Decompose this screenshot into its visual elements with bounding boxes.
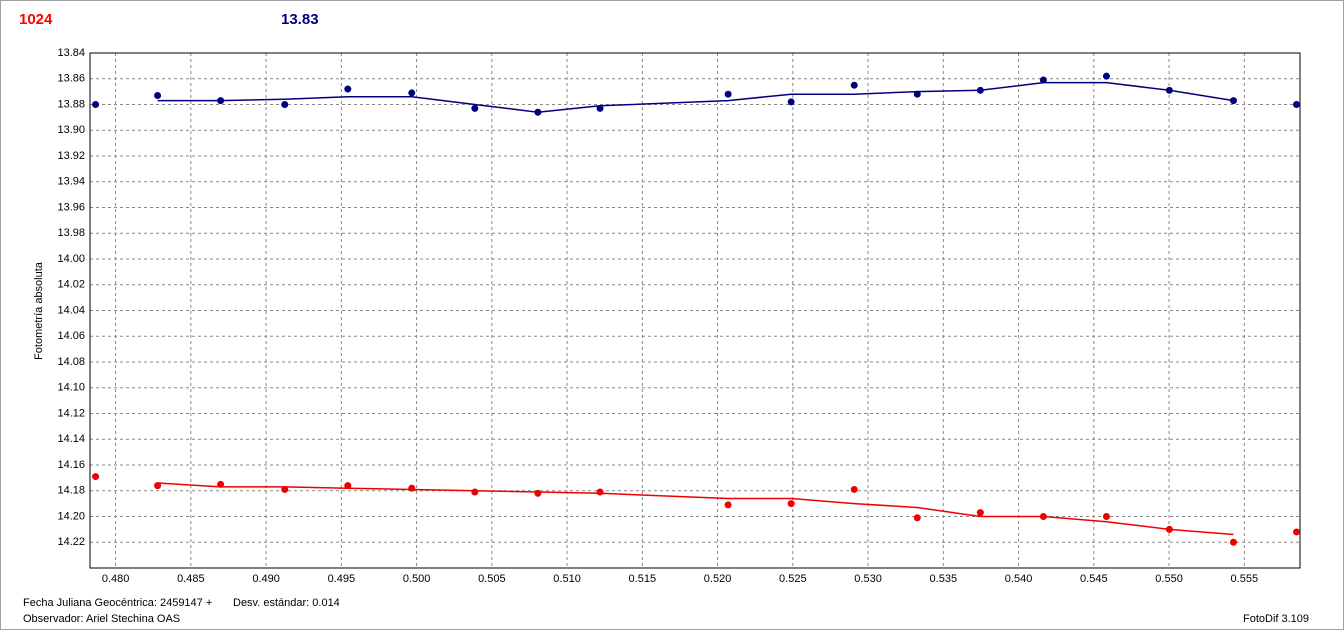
y-tick-label: 13.98 [57, 227, 85, 239]
data-point [724, 90, 732, 98]
x-tick-label: 0.485 [177, 573, 205, 585]
app-label: FotoDif 3.109 [1243, 613, 1310, 625]
x-tick-label: 0.555 [1231, 573, 1259, 585]
y-tick-label: 13.96 [57, 201, 85, 213]
data-point [976, 509, 984, 517]
x-tick-label: 0.510 [553, 573, 581, 585]
data-point [281, 101, 289, 108]
data-point [408, 484, 416, 492]
y-tick-label: 13.84 [57, 47, 85, 59]
x-tick-label: 0.545 [1080, 573, 1108, 585]
x-tick-label: 0.530 [854, 573, 882, 585]
x-tick-label: 0.535 [930, 573, 958, 585]
data-point [471, 104, 479, 112]
y-tick-label: 14.04 [57, 304, 85, 316]
x-tick-label: 0.505 [478, 573, 506, 585]
data-point [787, 98, 795, 106]
y-tick-label: 13.92 [57, 150, 85, 162]
fit-line [157, 81, 1234, 113]
data-point [1229, 538, 1237, 546]
x-tick-label: 0.540 [1005, 573, 1033, 585]
y-tick-label: 14.16 [57, 459, 85, 471]
y-tick-label: 14.02 [57, 279, 85, 291]
data-point [1293, 101, 1301, 108]
observer-label: Observador: Ariel Stechina OAS [23, 613, 181, 625]
data-point [596, 488, 604, 496]
x-tick-label: 0.490 [252, 573, 280, 585]
y-tick-label: 13.90 [57, 124, 85, 136]
x-tick-label: 0.520 [704, 573, 732, 585]
data-point [913, 90, 921, 98]
y-tick-label: 13.88 [57, 98, 85, 110]
header-left: 1024 [19, 11, 53, 28]
data-point [1293, 528, 1301, 536]
data-point [850, 485, 858, 493]
data-point [408, 89, 416, 97]
date-label: Fecha Juliana Geocéntrica: 2459147 + [23, 597, 213, 609]
data-point [534, 489, 542, 497]
y-tick-label: 14.20 [57, 510, 85, 522]
data-point [471, 488, 479, 496]
data-point [1039, 76, 1047, 84]
y-tick-label: 14.00 [57, 253, 85, 265]
data-point [787, 500, 795, 508]
x-tick-label: 0.500 [403, 573, 431, 585]
y-tick-label: 14.14 [57, 433, 85, 445]
data-point [344, 85, 352, 93]
data-point [1102, 513, 1110, 520]
data-point [92, 101, 100, 108]
x-tick-label: 0.495 [328, 573, 356, 585]
header-right: 13.83 [281, 11, 319, 28]
data-point [913, 514, 921, 522]
y-tick-label: 13.94 [57, 176, 85, 188]
y-axis-title: Fotometría absoluta [33, 261, 45, 360]
data-point [724, 501, 732, 509]
y-tick-label: 13.86 [57, 73, 85, 85]
data-point [850, 81, 858, 89]
data-point [1102, 72, 1110, 80]
x-tick-label: 0.550 [1155, 573, 1183, 585]
x-tick-label: 0.525 [779, 573, 807, 585]
y-tick-label: 14.12 [57, 407, 85, 419]
y-tick-label: 14.08 [57, 356, 85, 368]
y-tick-label: 14.18 [57, 485, 85, 497]
x-tick-label: 0.515 [629, 573, 657, 585]
y-tick-label: 14.22 [57, 536, 85, 548]
x-tick-label: 0.480 [102, 573, 130, 585]
plot-frame [89, 52, 1301, 569]
chart: Fotometría absoluta 13.84 13.86 13.88 13.90… [33, 47, 1301, 585]
data-point [154, 91, 162, 99]
fit-line [157, 482, 1234, 536]
data-point [92, 473, 100, 481]
data-point [281, 485, 289, 493]
data-point [344, 482, 352, 490]
y-tick-label: 14.06 [57, 330, 85, 342]
std-label: Desv. estándar: 0.014 [233, 597, 340, 609]
y-tick-label: 14.10 [57, 382, 85, 394]
